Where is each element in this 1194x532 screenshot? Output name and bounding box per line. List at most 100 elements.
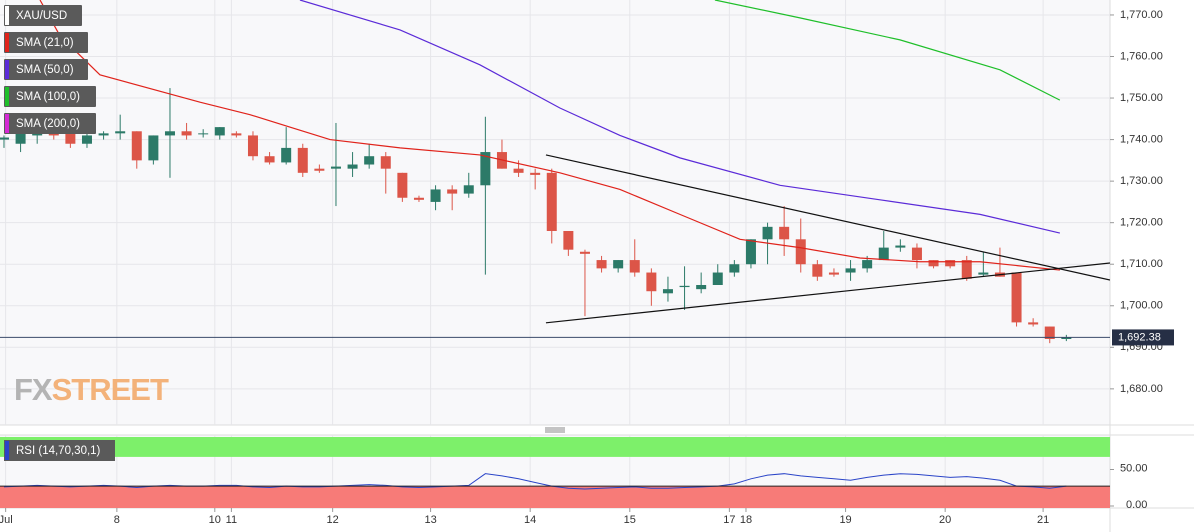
legend-box bbox=[4, 32, 88, 53]
legend-swatch bbox=[5, 60, 9, 79]
sma-line bbox=[299, 0, 1061, 234]
candle-body bbox=[762, 226, 773, 240]
legend-box bbox=[4, 440, 115, 461]
candle-body bbox=[845, 268, 856, 273]
x-tick-label: 17 bbox=[723, 514, 735, 526]
y-tick-label: 1,680.00 bbox=[1120, 383, 1163, 395]
legend-swatch bbox=[5, 441, 9, 460]
candle-body bbox=[347, 164, 358, 169]
x-tick-label: 20 bbox=[939, 514, 951, 526]
candle-body bbox=[181, 131, 192, 136]
candle-body bbox=[364, 156, 375, 165]
candle-body bbox=[563, 230, 574, 250]
y-tick-label: 50.00 bbox=[1120, 462, 1148, 474]
x-tick-label: 21 bbox=[1037, 514, 1049, 526]
candle-body bbox=[131, 131, 142, 161]
candle-body bbox=[662, 289, 673, 294]
x-tick-label: 11 bbox=[226, 514, 237, 526]
candle-body bbox=[98, 133, 109, 136]
y-tick-label: 1,750.00 bbox=[1120, 92, 1163, 104]
legend-label: SMA (21,0) bbox=[16, 37, 74, 49]
y-tick-label: 1,710.00 bbox=[1120, 258, 1163, 270]
candle-body bbox=[447, 189, 458, 194]
candle-body bbox=[878, 247, 889, 261]
candle-body bbox=[928, 260, 939, 267]
pane-handle[interactable] bbox=[545, 427, 565, 433]
x-tick-label: 14 bbox=[524, 514, 536, 526]
candle-body bbox=[712, 272, 723, 285]
legend-label: SMA (200,0) bbox=[16, 118, 80, 130]
svg-text:FXSTREET: FXSTREET bbox=[14, 372, 169, 407]
candle-body bbox=[862, 260, 873, 269]
candle-body bbox=[596, 260, 607, 269]
candle-body bbox=[281, 147, 292, 163]
candle-body bbox=[812, 264, 823, 277]
candle-body bbox=[546, 172, 557, 231]
candle-body bbox=[613, 260, 624, 269]
y-tick-label: 1,730.00 bbox=[1120, 175, 1163, 187]
candle-body bbox=[646, 272, 657, 292]
candle-body bbox=[198, 133, 209, 135]
candle-body bbox=[513, 168, 524, 173]
candle-body bbox=[629, 260, 640, 273]
legend-box bbox=[4, 113, 96, 134]
candle-body bbox=[247, 135, 258, 157]
candle-body bbox=[828, 272, 839, 275]
candle-body bbox=[214, 127, 225, 136]
candle-body bbox=[729, 264, 740, 273]
candle-body bbox=[314, 168, 325, 171]
candle-body bbox=[297, 147, 308, 173]
oversold-band bbox=[0, 486, 1110, 508]
x-tick-label: 8 bbox=[114, 514, 120, 526]
x-tick-label: 10 bbox=[209, 514, 221, 526]
x-tick-label: 12 bbox=[327, 514, 339, 526]
candle-body bbox=[679, 285, 690, 288]
y-tick-label: 0.00 bbox=[1126, 499, 1147, 511]
y-tick-label: 1,740.00 bbox=[1120, 133, 1163, 145]
candle-body bbox=[779, 226, 790, 240]
candle-body bbox=[579, 251, 590, 254]
candle-body bbox=[65, 131, 76, 144]
candle-body bbox=[961, 260, 972, 279]
candle-body bbox=[380, 156, 391, 169]
x-tick-label: 18 bbox=[740, 514, 752, 526]
candle-body bbox=[895, 245, 906, 248]
last-price-label: 1,692.38 bbox=[1118, 331, 1161, 343]
legend-label: RSI (14,70,30,1) bbox=[16, 445, 101, 457]
sma-line bbox=[39, 0, 1060, 271]
legend-label: XAU/USD bbox=[16, 10, 67, 22]
price-pane bbox=[0, 0, 1110, 344]
candle-body bbox=[1061, 337, 1072, 340]
legend-label: SMA (50,0) bbox=[16, 64, 74, 76]
y-tick-label: 1,720.00 bbox=[1120, 217, 1163, 229]
candle-body bbox=[15, 131, 26, 144]
legend-box bbox=[4, 59, 88, 80]
candle-body bbox=[397, 172, 408, 198]
y-tick-label: 1,700.00 bbox=[1120, 300, 1163, 312]
x-tick-label: 13 bbox=[424, 514, 436, 526]
candle-body bbox=[1011, 272, 1022, 323]
candle-body bbox=[164, 131, 175, 136]
candle-body bbox=[115, 131, 126, 134]
x-tick-label: 19 bbox=[839, 514, 851, 526]
y-tick-label: 1,760.00 bbox=[1120, 50, 1163, 62]
candle-body bbox=[480, 152, 491, 186]
y-tick-label: 1,770.00 bbox=[1120, 9, 1163, 21]
candle-body bbox=[1028, 322, 1039, 325]
axes: 1,680.001,690.001,700.001,710.001,720.00… bbox=[0, 9, 1174, 526]
candle-body bbox=[81, 135, 92, 144]
candle-body bbox=[264, 156, 275, 163]
legend-box bbox=[4, 86, 96, 107]
candle-body bbox=[413, 197, 424, 200]
candle-body bbox=[945, 260, 956, 267]
x-tick-label: 15 bbox=[624, 514, 636, 526]
last-price-box bbox=[1112, 329, 1174, 346]
candle-body bbox=[795, 239, 806, 265]
candle-body bbox=[530, 172, 541, 175]
candle-body bbox=[430, 189, 441, 202]
legend-swatch bbox=[5, 87, 9, 106]
candle-body bbox=[330, 166, 341, 169]
watermark-fx: FX bbox=[14, 372, 53, 407]
overbought-band bbox=[0, 437, 1110, 457]
